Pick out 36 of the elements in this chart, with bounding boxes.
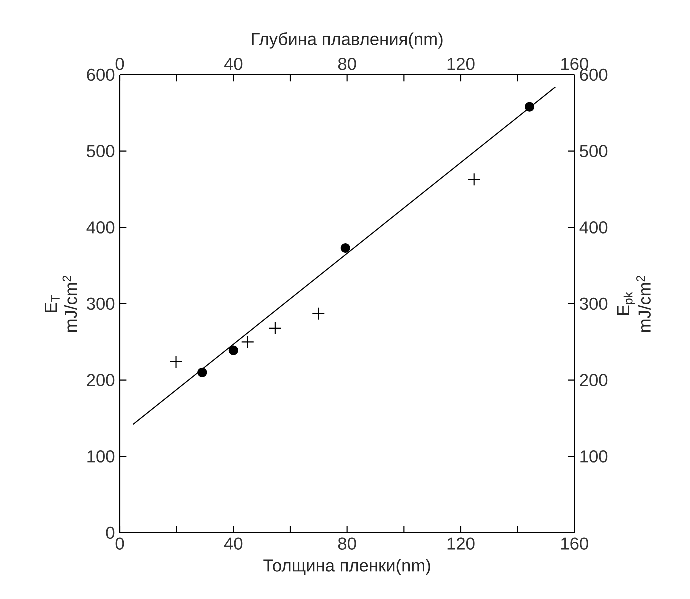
x-axis-title: Толщина пленки(nm) — [264, 559, 430, 576]
y-tick-label: 600 — [87, 68, 115, 82]
x-tick-label: 160 — [562, 538, 588, 550]
x2-tick-label: 80 — [338, 58, 356, 70]
point — [340, 243, 350, 254]
x2-tick-label: 160 — [562, 58, 588, 70]
y-tick-label: 0 — [106, 526, 115, 540]
y-axis-title: E$_{T}$ mJ/cm$^{2}$ — [45, 276, 78, 332]
point — [312, 307, 326, 320]
point — [268, 322, 282, 335]
point — [170, 355, 183, 369]
y2-tick-label: 300 — [580, 298, 608, 310]
y-tick-label: 200 — [87, 374, 115, 386]
point — [228, 346, 238, 356]
y2-tick-label: 200 — [580, 374, 608, 386]
point — [241, 336, 254, 349]
x2-axis-title: Глубина плавления(nm) — [252, 32, 443, 49]
y-tick-label: 100 — [88, 450, 115, 463]
x-tick-label: 120 — [448, 538, 475, 550]
x-tick-label: 80 — [338, 538, 356, 550]
y2-tick-label: 500 — [580, 145, 608, 158]
y2-tick-label: 400 — [580, 222, 608, 234]
x-tick-label: 0 — [116, 538, 124, 550]
y-tick-label: 300 — [87, 298, 115, 310]
x2-tick-label: 40 — [224, 58, 243, 70]
point — [468, 173, 481, 186]
point — [524, 102, 535, 112]
y2-tick-label: 600 — [580, 68, 608, 82]
x2-tick-label: 120 — [448, 58, 475, 70]
y-tick-label: 400 — [86, 222, 115, 234]
x-tick-label: 40 — [224, 538, 243, 550]
x2-tick-label: 0 — [116, 58, 124, 70]
y-tick-label: 500 — [87, 145, 115, 158]
y2-axis-title: E$_{pk}$ mJ/cm$^{2}$ — [617, 276, 651, 332]
y2-tick-label: 100 — [580, 450, 608, 463]
point — [198, 368, 208, 378]
